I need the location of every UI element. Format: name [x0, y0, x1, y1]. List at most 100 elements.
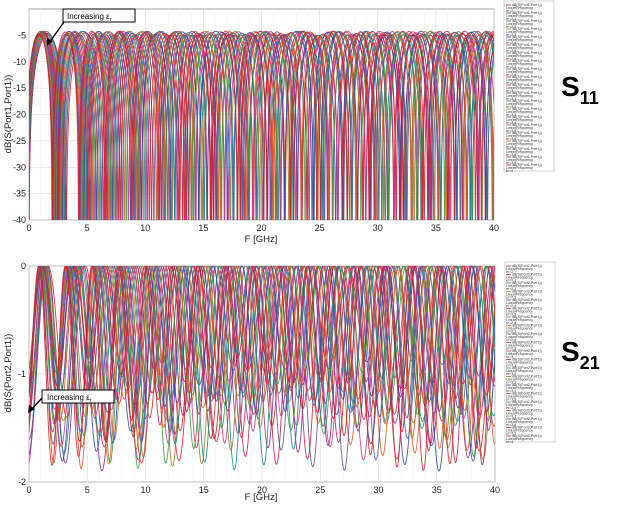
- svg-text:Increasing εr: Increasing εr: [67, 12, 112, 23]
- s11-legend-er-value: 3.2: [511, 105, 516, 109]
- s11-legend-er-prefix: er=: [506, 113, 511, 117]
- s11-curves: [29, 30, 494, 220]
- s21-legend-er-prefix: er=: [506, 364, 511, 368]
- s11-legend-er-prefix: er=: [506, 89, 511, 93]
- s21-plot: 0 5 10 15 20 25 30 35 40 0 -1 -2 F [GHz] dB(S(Port…: [3, 261, 500, 503]
- s21-legend-er-value: 2.8: [511, 338, 516, 342]
- s21-annotation-text: Increasing: [47, 393, 86, 402]
- s21-legend-er-prefix: er=: [506, 423, 511, 427]
- s11-legend-line1: dB(S(Port1,Port1)): [512, 43, 542, 47]
- s21-y-tick-label: -1: [18, 369, 26, 379]
- s11-legend-er-prefix: er=: [506, 49, 511, 53]
- s11-legend-er-value: 2.8: [511, 73, 516, 77]
- s21-legend-line2: LinearFrequency: [506, 352, 533, 356]
- s21-legend-er: er=3.1: [506, 364, 516, 368]
- s21-legend-er-prefix: er=: [506, 355, 511, 359]
- s21-legend-line1: dB(S(Port2,Port1)): [512, 315, 542, 319]
- s21-y-ticks: 0 -1 -2: [18, 261, 26, 487]
- s11-y-tick-label: -5: [18, 30, 26, 40]
- s11-annotation-sub: r: [110, 17, 112, 23]
- s21-legend-line1: dB(S(Port2,Port1)): [512, 290, 542, 294]
- s21-x-tick-label: 35: [432, 485, 442, 495]
- s11-legend-er-prefix: er=: [506, 105, 511, 109]
- s21-legend-er-value: 3.5: [511, 398, 516, 402]
- s11-legend-line2: LinearFrequency: [506, 14, 533, 18]
- s11-x-tick-label: 5: [85, 223, 90, 233]
- s21-legend-line1: dB(S(Port2,Port1)): [512, 434, 542, 438]
- s21-legend-line1: dB(S(Port2,Port1)): [512, 332, 542, 336]
- s21-legend-line2: LinearFrequency: [506, 395, 533, 399]
- s11-legend-er: er=2.7: [506, 65, 516, 69]
- s11-legend-er-value: 2.2: [511, 25, 516, 29]
- s21-legend-line1: dB(S(Port2,Port1)): [512, 341, 542, 345]
- s11-legend-line2: LinearFrequency: [506, 22, 533, 26]
- s11-legend-line1: dB(S(Port1,Port1)): [512, 83, 542, 87]
- s11-legend-er-prefix: er=: [506, 97, 511, 101]
- s21-legend-er-prefix: er=: [506, 270, 511, 274]
- s21-legend-er-value: 3: [511, 355, 513, 359]
- s21-legend-er-value: 2.2: [511, 287, 516, 291]
- s11-x-tick-label: 0: [26, 223, 31, 233]
- s21-legend-er-value: 4: [511, 440, 513, 444]
- s11-y-tick-label: -15: [13, 83, 26, 93]
- s11-legend-er: er=2.6: [506, 57, 516, 61]
- s21-legend-er: er=2.3: [506, 296, 516, 300]
- s21-legend-er-value: 2: [511, 270, 513, 274]
- s21-y-tick-label: -2: [18, 477, 26, 487]
- s21-annotation-symbol: ε: [86, 393, 90, 402]
- s11-legend-er-value: 3.3: [511, 113, 516, 117]
- s21-legend-line1: dB(S(Port2,Port1)): [512, 383, 542, 387]
- s21-x-tick-label: 0: [26, 485, 31, 495]
- s11-y-tick-label: -30: [13, 162, 26, 172]
- s21-legend-er-prefix: er=: [506, 287, 511, 291]
- s21-legend-er-prefix: er=: [506, 389, 511, 393]
- s11-legend-line2: LinearFrequency: [506, 126, 533, 130]
- s11-series-er-2.9: [29, 30, 494, 220]
- s21-legend-er: er=2.7: [506, 330, 516, 334]
- s11-legend-line1: dB(S(Port1,Port1)): [512, 115, 542, 119]
- s11-legend-er-value: 3: [511, 89, 513, 93]
- s11-label: S11: [561, 71, 599, 108]
- s11-legend-er: er=2.4: [506, 41, 516, 45]
- s21-legend-er: er=3.5: [506, 398, 516, 402]
- s11-legend-line1: dB(S(Port1,Port1)): [512, 67, 542, 71]
- s11-legend-er: er=3.3: [506, 113, 516, 117]
- s21-legend-er: er=2.9: [506, 347, 516, 351]
- s11-legend-line2: LinearFrequency: [506, 134, 533, 138]
- s21-annotation-arrowhead: [28, 405, 35, 413]
- s21-legend-er-value: 3.6: [511, 406, 516, 410]
- s21-legend-line2: LinearFrequency: [506, 369, 533, 373]
- s11-series-er-3.3: [29, 30, 494, 220]
- s11-legend-er-prefix: er=: [506, 41, 511, 45]
- s11-y-tick-label: -40: [13, 215, 26, 225]
- s21-legend-er-value: 2.7: [511, 330, 516, 334]
- s21-series-er-3.8: [29, 266, 495, 445]
- s21-legend-line1: dB(S(Port2,Port1)): [512, 366, 542, 370]
- s11-legend-er-value: 2.1: [511, 17, 516, 21]
- s11-legend-er-value: 3.9: [511, 161, 516, 165]
- s21-legend-line2: LinearFrequency: [506, 293, 533, 297]
- s21-legend-er-value: 3.3: [511, 381, 516, 385]
- s21-x-tick-label: 25: [315, 485, 325, 495]
- s21-x-tick-label: 30: [373, 485, 383, 495]
- s11-legend-er-value: 2.9: [511, 81, 516, 85]
- s11-legend-line1: dB(S(Port1,Port1)): [512, 123, 542, 127]
- s11-legend-er: er=3.1: [506, 97, 516, 101]
- s11-legend-line2: LinearFrequency: [506, 54, 533, 58]
- s11-legend-er-prefix: er=: [506, 17, 511, 21]
- s11-legend-line1: dB(S(Port1,Port1)): [512, 91, 542, 95]
- s21-legend-line2: LinearFrequency: [506, 327, 533, 331]
- s21-legend-er-value: 3.9: [511, 432, 516, 436]
- s11-legend-er-prefix: er=: [506, 121, 511, 125]
- s11-x-ticks: 0 5 10 15 20 25 30 35 40: [26, 223, 499, 233]
- s21-legend-er: er=2.8: [506, 338, 516, 342]
- s21-curves: [29, 266, 495, 472]
- s11-legend-line2: LinearFrequency: [506, 70, 533, 74]
- s11-legend-er-value: 3.6: [511, 137, 516, 141]
- s11-legend-line1: dB(S(Port1,Port1)): [512, 59, 542, 63]
- s21-legend-line2: LinearFrequency: [506, 429, 533, 433]
- s21-legend-line1: dB(S(Port2,Port1)): [512, 324, 542, 328]
- s11-legend-line1: dB(S(Port1,Port1)): [512, 107, 542, 111]
- s21-legend-line2: LinearFrequency: [506, 412, 533, 416]
